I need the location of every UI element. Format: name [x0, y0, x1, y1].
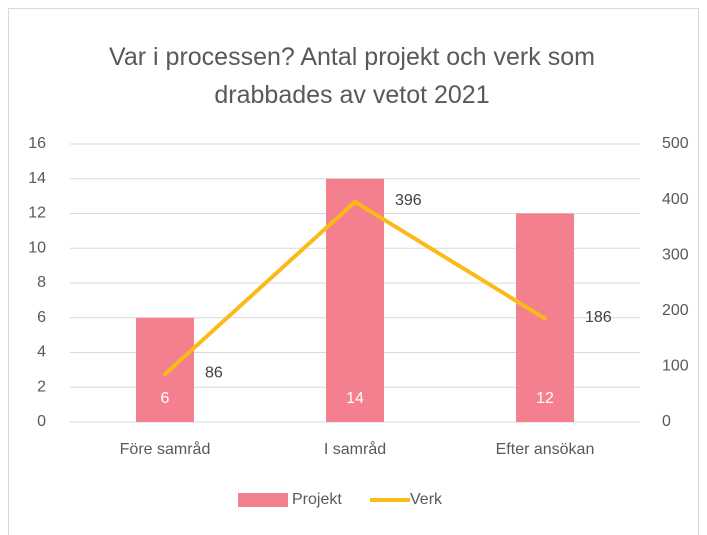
- y2-tick-label: 200: [662, 302, 689, 319]
- legend-label: Projekt: [292, 491, 342, 508]
- legend-label: Verk: [410, 491, 443, 508]
- y2-tick-label: 300: [662, 246, 689, 263]
- data-label: 12: [536, 390, 554, 407]
- y-tick-label: 12: [28, 205, 46, 222]
- line: [163, 199, 547, 377]
- y-tick-label: 14: [28, 170, 46, 187]
- y-tick-label: 8: [37, 274, 46, 291]
- data-label: 14: [346, 390, 364, 407]
- y-tick-label: 4: [37, 344, 46, 361]
- bar: [136, 317, 194, 422]
- y2-tick-label: 0: [662, 413, 671, 430]
- legend-swatch: [238, 493, 288, 507]
- y-tick-label: 0: [37, 413, 46, 430]
- y2-tick-label: 400: [662, 191, 689, 208]
- y2-tick-label: 100: [662, 358, 689, 375]
- y-tick-label: 16: [28, 135, 46, 152]
- x-tick-label: Före samråd: [120, 440, 211, 458]
- data-label: 396: [395, 192, 422, 209]
- y-tick-label: 2: [37, 378, 46, 395]
- y2-tick-label: 500: [662, 135, 689, 152]
- x-tick-label: I samråd: [324, 440, 386, 458]
- data-label: 186: [585, 309, 612, 326]
- x-tick-label: Efter ansökan: [496, 441, 595, 458]
- data-label: 86: [205, 364, 223, 381]
- y-tick-label: 6: [37, 309, 46, 326]
- data-label: 6: [161, 390, 170, 407]
- chart-title: Var i processen? Antal projekt och verk …: [109, 43, 595, 109]
- y-tick-label: 10: [28, 239, 46, 256]
